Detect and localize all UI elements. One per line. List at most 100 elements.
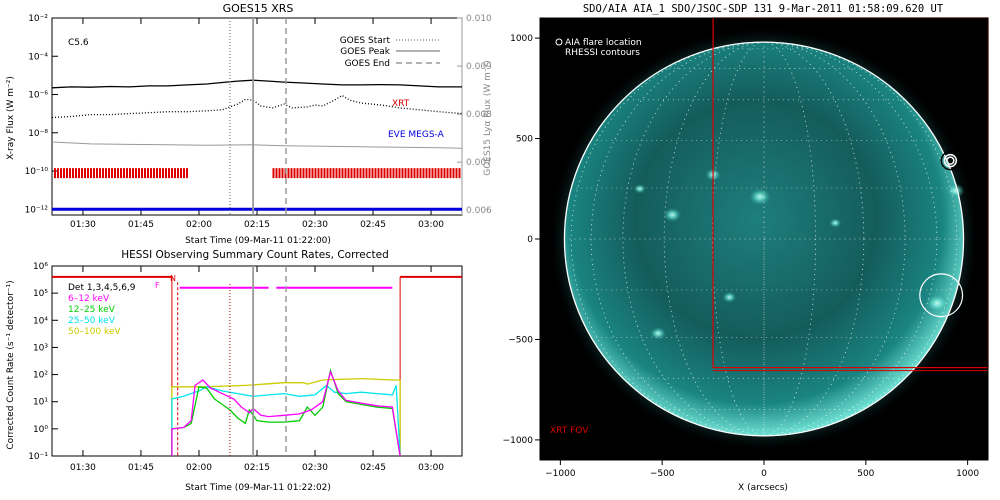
goes-xrt-observation-mark — [114, 168, 116, 179]
hessi-xtick-label: 01:45 — [128, 463, 154, 473]
aia-rhessi-contour — [943, 153, 958, 168]
goes-xrt-observation-mark — [443, 168, 446, 179]
goes-xrt-observation-mark — [302, 168, 305, 179]
aia-active-region — [946, 183, 965, 199]
goes-xrt-observation-mark — [419, 168, 422, 179]
goes-xrt-observation-mark — [341, 168, 344, 179]
aia-xlabel: X (arcsecs) — [738, 483, 788, 493]
goes-xrt-observation-mark — [422, 168, 425, 179]
goes-xrt-observation-mark — [63, 168, 65, 179]
goes-ytick-left-label: 10⁻¹⁰ — [25, 167, 49, 177]
goes-xrt-observation-mark — [314, 168, 317, 179]
goes-xrt-observation-mark — [81, 168, 83, 179]
goes-xrt-observation-mark — [111, 168, 113, 179]
goes-xrt-observation-mark — [332, 168, 335, 179]
aia-xtick-label: 0 — [761, 469, 767, 479]
goes-lya-line — [51, 141, 463, 149]
goes-xrt-observation-mark — [138, 168, 140, 179]
goes-xrt-observation-mark — [335, 168, 338, 179]
goes-ytick-left-label: 10⁻¹² — [25, 205, 49, 215]
goes-xrt-observation-mark — [102, 168, 104, 179]
goes-legend: GOES Start GOES Peak GOES End — [340, 36, 440, 69]
goes-xrt-observation-mark — [54, 168, 56, 179]
goes-xrt-observation-mark — [129, 168, 131, 179]
goes-xrt-observation-mark — [278, 168, 281, 179]
goes-xtick-label: 02:15 — [244, 220, 270, 230]
goes-xrt-observation-mark — [434, 168, 437, 179]
goes-xlabel: Start Time (09-Mar-11 01:22:00) — [185, 236, 331, 246]
goes-xrt-observation-mark — [156, 168, 158, 179]
goes-xrt-observation-mark — [458, 168, 461, 179]
goes-xrt-observation-mark — [326, 168, 329, 179]
hessi-ytick-label: 10⁵ — [33, 289, 48, 299]
goes-xrt-observation-mark — [392, 168, 395, 179]
goes-xrt-observation-mark — [135, 168, 137, 179]
aia-xtick-label: 500 — [857, 469, 874, 479]
goes-xrt-observation-mark — [180, 168, 182, 179]
hessi-flag-f: F — [155, 281, 160, 290]
goes-xrt-observation-mark — [401, 168, 404, 179]
aia-ytick-label: 1000 — [510, 34, 533, 44]
goes-ylabel-left: X-ray Flux (W m⁻²) — [6, 76, 16, 160]
goes-xrt-observation-mark — [389, 168, 392, 179]
goes-class-label: C5.6 — [68, 38, 89, 48]
goes-xrt-observation-mark — [299, 168, 302, 179]
aia-active-region — [924, 293, 950, 313]
goes-xrt-observation-mark — [90, 168, 92, 179]
aia-xtick-label: −500 — [650, 469, 675, 479]
goes-xrt-observation-mark — [446, 168, 449, 179]
goes-xrt-observation-mark — [108, 168, 110, 179]
aia-legend: AIA flare location RHESSI contours — [555, 38, 642, 58]
hessi-ytick-label: 10⁻¹ — [28, 452, 48, 462]
goes-xrt-observation-mark — [362, 168, 365, 179]
goes-legend-end-label: GOES End — [345, 59, 390, 69]
goes-xrt-observation-mark — [126, 168, 128, 179]
goes-xrt-observation-mark — [84, 168, 86, 179]
aia-rhessi-contour — [946, 156, 955, 165]
hessi-legend: Det 1,3,4,5,6,9 6–12 keV 12–25 keV 25–50… — [68, 283, 136, 337]
hessi-xlabel: Start Time (09-Mar-11 01:22:02) — [185, 483, 331, 493]
aia-grid-longitude-line — [622, 41, 906, 437]
goes-xrt-observation-mark — [305, 168, 308, 179]
goes-xrt-observation-mark — [99, 168, 101, 179]
hessi-xtick-label: 03:00 — [418, 463, 444, 473]
goes-xrt-observation-mark — [120, 168, 122, 179]
goes-xrt-observation-mark — [144, 168, 146, 179]
goes-title: GOES15 XRS — [223, 2, 294, 15]
hessi-count-rates-chart: HESSI Observing Summary Count Rates, Cor… — [0, 250, 500, 500]
aia-xrt-fov-label: XRT FOV — [550, 426, 589, 436]
goes-xrt-observation-mark — [96, 168, 98, 179]
hessi-ytick-label: 10³ — [33, 343, 48, 353]
goes-ytick-left-label: 10⁻⁶ — [28, 91, 48, 101]
goes-xrt-observation-mark — [437, 168, 440, 179]
goes-xrt-observation-mark — [371, 168, 374, 179]
goes-xrt-observation-mark — [365, 168, 368, 179]
goes-xrt-observation-mark — [141, 168, 143, 179]
goes-xtick-label: 02:00 — [186, 220, 212, 230]
goes-xrt-observation-mark — [93, 168, 95, 179]
goes-xrs-chart: GOES15 XRS 01:30 01:45 02:00 02:15 02:30 02:4… — [0, 0, 500, 250]
goes-xrt-observation-mark — [57, 168, 59, 179]
goes-xrt-observation-mark — [449, 168, 452, 179]
goes-ytick-right-label: 0.010 — [466, 14, 492, 24]
hessi-xtick-label: 02:00 — [186, 463, 212, 473]
goes-xrt-observation-mark — [147, 168, 149, 179]
goes-xrt-observation-mark — [69, 168, 71, 179]
goes-xrt-observation-mark — [150, 168, 152, 179]
goes-xrt-observation-mark — [132, 168, 134, 179]
aia-title: SDO/AIA AIA_1 SDO/JSOC-SDP 131 9-Mar-201… — [583, 3, 944, 15]
goes-xrt-observation-mark — [452, 168, 455, 179]
hessi-ylabel: Corrected Count Rate (s⁻¹ detector⁻¹) — [6, 280, 16, 449]
goes-xtick-label: 02:30 — [302, 220, 328, 230]
hessi-ytick-label: 10⁶ — [33, 262, 48, 272]
goes-xrt-observation-mark — [350, 168, 353, 179]
aia-grid-longitude-line — [570, 41, 958, 437]
hessi-ytick-label: 10⁴ — [33, 316, 48, 326]
aia-active-region — [748, 187, 772, 206]
goes-xrt-observation-mark — [275, 168, 278, 179]
goes-xrt-observation-mark — [153, 168, 155, 179]
goes-ytick-right-label: 0.009 — [466, 62, 492, 72]
goes-xrt-observation-mark — [171, 168, 173, 179]
goes-xrt-observation-mark — [323, 168, 326, 179]
hessi-xtick-label: 02:30 — [302, 463, 328, 473]
